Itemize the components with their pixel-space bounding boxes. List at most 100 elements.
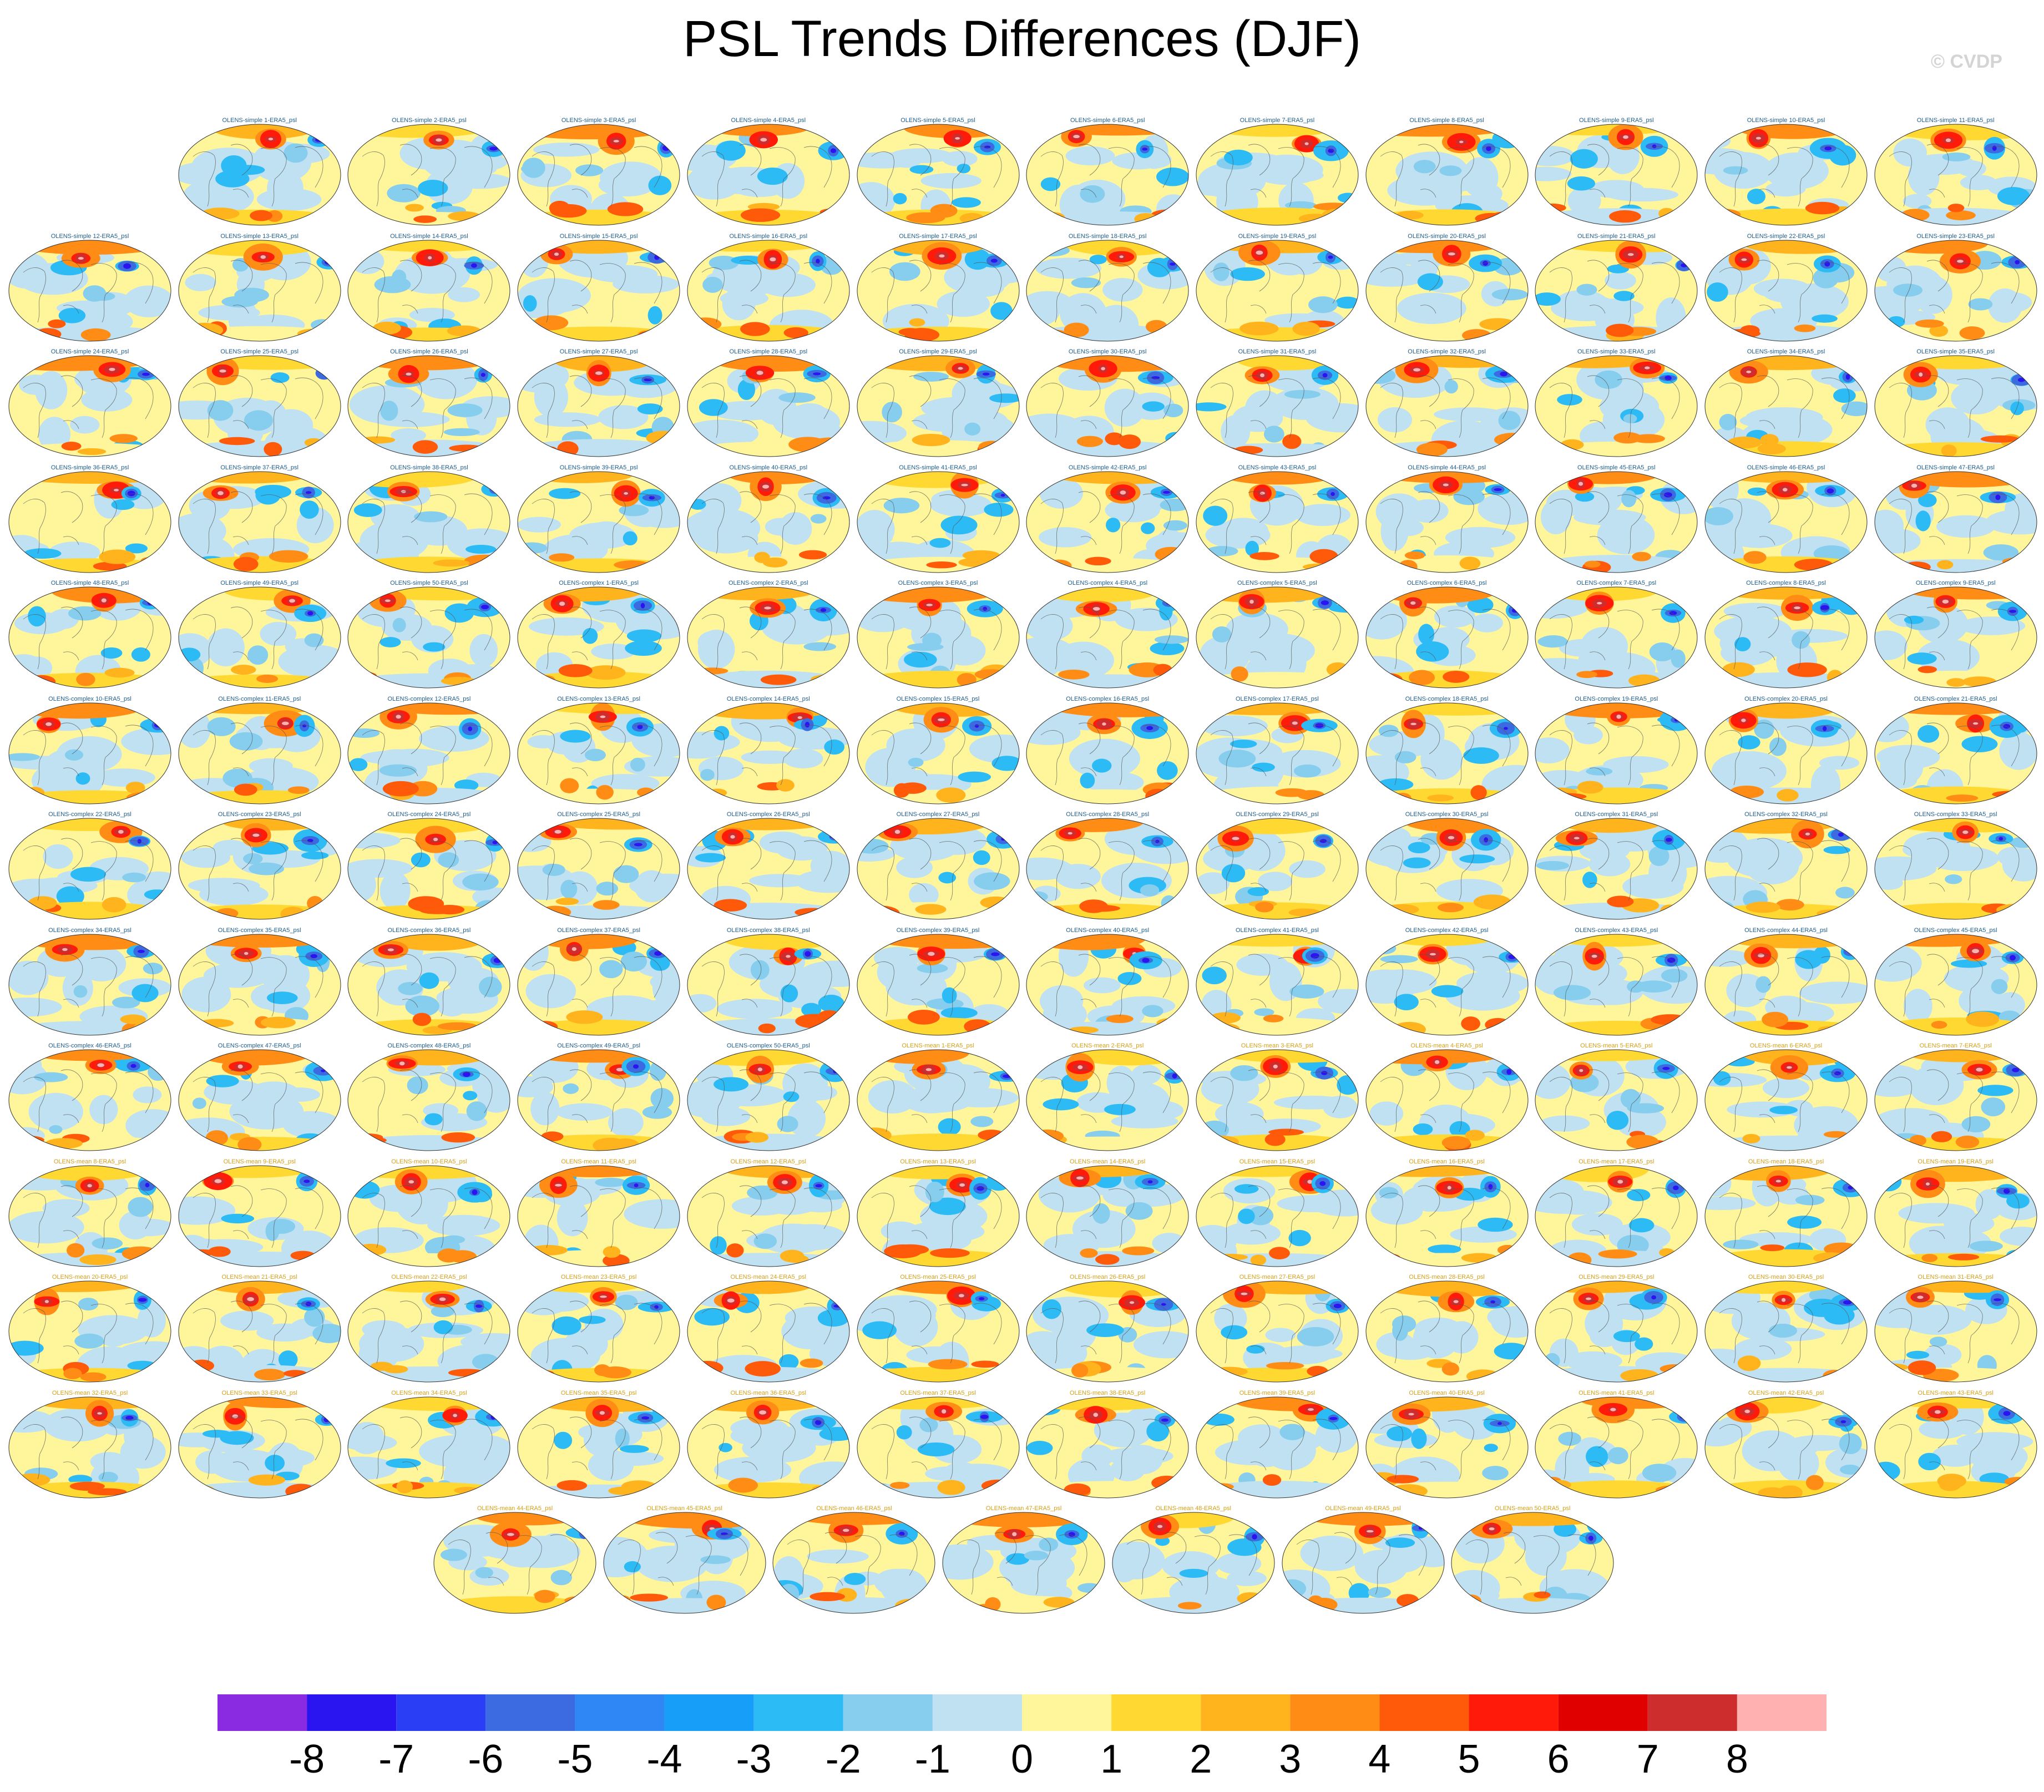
world-map [8,1049,171,1151]
world-map [8,1280,171,1383]
panel-title: OLENS-complex 18-ERA5_psl [1405,695,1489,702]
map-panel: OLENS-complex 50-ERA5_psl [686,1042,851,1153]
panel-title: OLENS-mean 29-ERA5_psl [1578,1274,1655,1280]
map-panel: OLENS-simple 9-ERA5_psl [1534,117,1698,227]
world-map [517,1396,680,1498]
map-panel: OLENS-complex 37-ERA5_psl [517,927,681,1037]
map-panel: OLENS-mean 45-ERA5_psl [603,1505,767,1616]
panel-title: OLENS-simple 11-ERA5_psl [1916,117,1995,124]
panel-title: OLENS-complex 28-ERA5_psl [1066,811,1150,818]
world-map [857,471,1019,573]
map-panel: OLENS-simple 32-ERA5_psl [1365,348,1529,459]
world-map [1704,702,1868,804]
panel-title: OLENS-complex 42-ERA5_psl [1405,927,1489,934]
colorbar-swatch [1201,1694,1291,1731]
panel-title: OLENS-simple 37-ERA5_psl [220,464,298,471]
world-map [1196,1165,1359,1267]
panel-title: OLENS-complex 19-ERA5_psl [1575,695,1658,702]
world-map [1535,1280,1698,1383]
map-panel: OLENS-simple 30-ERA5_psl [1025,348,1190,459]
panel-title: OLENS-mean 25-ERA5_psl [900,1274,976,1280]
world-map [687,240,850,341]
world-map [1535,355,1698,457]
panel-title: OLENS-mean 47-ERA5_psl [985,1505,1062,1512]
world-map [687,1396,850,1498]
map-panel: OLENS-mean 39-ERA5_psl [1195,1389,1359,1500]
world-map [178,124,341,226]
panel-title: OLENS-simple 35-ERA5_psl [1916,348,1995,355]
colorbar-swatch [1111,1694,1201,1731]
map-panel: OLENS-complex 30-ERA5_psl [1365,811,1529,922]
map-panel: OLENS-simple 36-ERA5_psl [8,464,172,575]
panel-title: OLENS-mean 37-ERA5_psl [900,1389,976,1396]
panel-title: OLENS-complex 9-ERA5_psl [1915,580,1996,586]
world-map [1874,1049,2037,1151]
map-panel: OLENS-simple 11-ERA5_psl [1874,117,2038,227]
colorbar-swatch [753,1694,843,1731]
map-panel: OLENS-mean 3-ERA5_psl [1195,1042,1359,1153]
world-map [1704,1280,1868,1383]
colorbar-tick-label: 4 [1368,1737,1391,1781]
world-map [1535,124,1698,226]
world-map [1874,1280,2037,1383]
map-panel: OLENS-complex 7-ERA5_psl [1534,579,1698,690]
world-map [1451,1512,1614,1614]
map-panel: OLENS-complex 49-ERA5_psl [517,1042,681,1153]
map-panel: OLENS-simple 16-ERA5_psl [686,232,851,343]
world-map [603,1512,766,1614]
map-panel: OLENS-complex 13-ERA5_psl [517,695,681,806]
map-panel: OLENS-complex 20-ERA5_psl [1704,695,1868,806]
panel-title: OLENS-simple 46-ERA5_psl [1747,464,1825,471]
map-panel: OLENS-simple 28-ERA5_psl [686,348,851,459]
map-panel: OLENS-mean 35-ERA5_psl [517,1389,681,1500]
panel-title: OLENS-complex 17-ERA5_psl [1235,695,1319,702]
map-panel: OLENS-simple 6-ERA5_psl [1025,117,1190,227]
map-panel: OLENS-simple 38-ERA5_psl [347,464,511,575]
world-map [857,355,1019,457]
panel-title: OLENS-mean 46-ERA5_psl [816,1505,892,1512]
world-map [178,1049,341,1151]
map-panel: OLENS-simple 8-ERA5_psl [1365,117,1529,227]
map-panel: OLENS-complex 5-ERA5_psl [1195,579,1359,690]
panel-title: OLENS-mean 26-ERA5_psl [1070,1274,1146,1280]
panel-title: OLENS-simple 16-ERA5_psl [729,232,808,240]
panel-title: OLENS-mean 27-ERA5_psl [1239,1274,1316,1280]
panel-title: OLENS-complex 7-ERA5_psl [1576,580,1657,586]
panel-title: OLENS-simple 1-ERA5_psl [222,117,297,124]
map-panel: OLENS-mean 10-ERA5_psl [347,1158,511,1269]
panel-title: OLENS-mean 50-ERA5_psl [1495,1505,1571,1512]
colorbar-swatch [664,1694,754,1731]
map-panel: OLENS-complex 47-ERA5_psl [178,1042,342,1153]
map-panel: OLENS-complex 38-ERA5_psl [686,927,851,1037]
panel-title: OLENS-complex 33-ERA5_psl [1914,811,1997,818]
colorbar-swatch [932,1694,1022,1731]
map-panel: OLENS-complex 21-ERA5_psl [1874,695,2038,806]
map-panel: OLENS-simple 10-ERA5_psl [1704,117,1868,227]
panel-title: OLENS-simple 15-ERA5_psl [559,232,638,240]
world-map [8,818,171,920]
colorbar-tick-label: -2 [825,1737,861,1781]
panel-title: OLENS-simple 14-ERA5_psl [390,232,468,240]
map-panel: OLENS-complex 32-ERA5_psl [1704,811,1868,922]
map-panel: OLENS-complex 2-ERA5_psl [686,579,851,690]
panel-title: OLENS-simple 20-ERA5_psl [1408,232,1486,240]
world-map [857,818,1019,920]
world-map [347,818,510,920]
world-map [8,1165,171,1267]
panel-title: OLENS-simple 21-ERA5_psl [1577,232,1656,240]
map-panel: OLENS-mean 44-ERA5_psl [433,1505,597,1616]
map-panel: OLENS-mean 31-ERA5_psl [1874,1273,2038,1384]
world-map [1026,355,1189,457]
map-panel: OLENS-mean 36-ERA5_psl [686,1389,851,1500]
map-panel: OLENS-mean 41-ERA5_psl [1534,1389,1698,1500]
panel-title: OLENS-complex 15-ERA5_psl [896,695,980,702]
panel-title: OLENS-mean 16-ERA5_psl [1409,1158,1485,1165]
panel-title: OLENS-complex 1-ERA5_psl [559,580,639,586]
world-map [1874,471,2037,573]
panel-title: OLENS-simple 3-ERA5_psl [561,117,636,124]
world-map [517,1280,680,1383]
colorbar-tick-label: -1 [914,1737,950,1781]
panel-title: OLENS-mean 1-ERA5_psl [902,1042,974,1049]
world-map [1704,471,1868,573]
panel-title: OLENS-mean 31-ERA5_psl [1917,1274,1994,1280]
